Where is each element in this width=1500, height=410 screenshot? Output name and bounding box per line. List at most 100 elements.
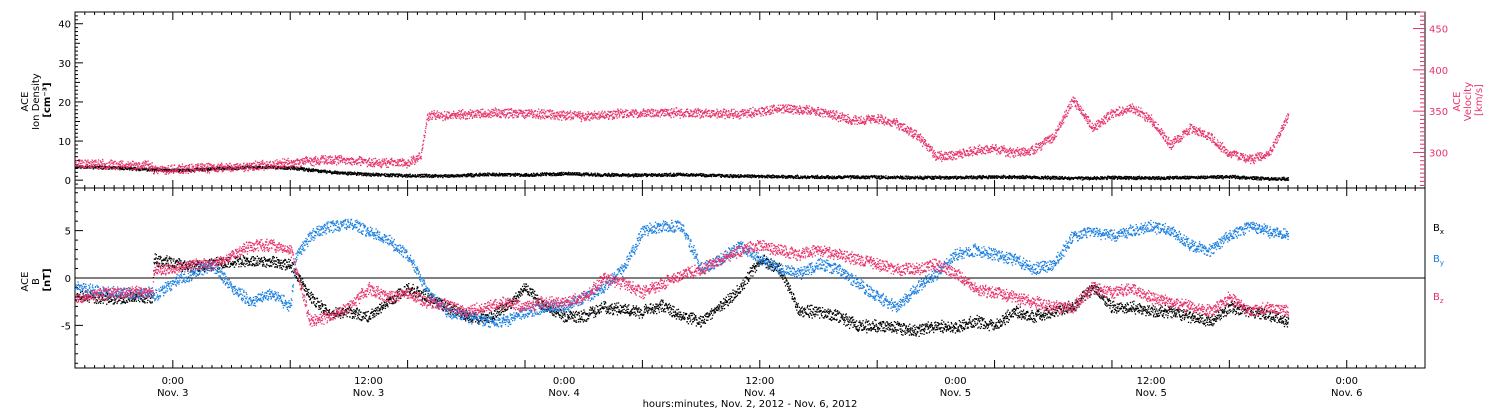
density-series-point [347, 173, 350, 176]
density-series-point [380, 175, 382, 177]
density-series-point [284, 168, 286, 170]
density-series-point [459, 176, 461, 178]
density-series-point [164, 169, 166, 171]
density-series-point [1001, 176, 1004, 178]
density-series-point [475, 172, 477, 175]
density-series-point [1287, 177, 1289, 179]
density-series-point [574, 172, 576, 174]
density-series-point [664, 173, 667, 175]
density-series-point [317, 169, 319, 171]
density-series-point [576, 172, 578, 175]
density-series-point [573, 173, 575, 176]
density-series-point [519, 175, 521, 177]
density-series-point [372, 173, 374, 176]
density-series-point [329, 169, 331, 172]
density-series-point [223, 168, 225, 170]
density-series-point [311, 169, 313, 172]
density-series-point [465, 174, 467, 176]
density-series-point [485, 173, 487, 175]
density-series-point [229, 166, 231, 168]
density-series-point [456, 173, 458, 176]
density-series-point [133, 166, 135, 169]
density-series-point [542, 174, 545, 176]
density-series-point [333, 172, 335, 174]
density-series-point [713, 175, 715, 177]
density-series-point [1045, 178, 1047, 180]
density-series-point [339, 173, 341, 175]
density-series-point [218, 167, 220, 170]
density-series-point [559, 172, 562, 174]
density-series-point [502, 175, 504, 177]
density-series-point [1158, 176, 1161, 178]
density-series-point [350, 173, 353, 175]
density-series-point [739, 176, 741, 179]
density-series-point [1160, 179, 1162, 181]
density-series-point [540, 174, 542, 177]
density-series-point [325, 171, 328, 173]
density-series-point [405, 174, 408, 177]
density-series-point [1106, 178, 1108, 180]
density-series-point [831, 175, 833, 177]
density-series-point [358, 174, 361, 176]
density-series-point [146, 170, 148, 172]
density-series-point [385, 175, 387, 177]
density-series-point [397, 176, 400, 178]
density-series-point [276, 167, 278, 169]
density-series-point [406, 174, 408, 176]
velocity-series-point [116, 162, 118, 164]
density-series-point [650, 175, 652, 177]
density-series-point [189, 170, 191, 172]
density-series-point [440, 174, 442, 176]
density-series-point [374, 174, 377, 177]
density-series-point [737, 174, 739, 176]
density-series-point [258, 167, 260, 169]
density-series-point [317, 170, 319, 173]
density-series-point [335, 170, 337, 173]
density-series-point [126, 168, 128, 170]
velocity-series-point [102, 158, 104, 161]
density-series-point [140, 169, 142, 172]
density-series-point [372, 172, 374, 174]
density-series-point [887, 178, 889, 180]
density-series-point [309, 168, 311, 170]
density-series-point [724, 174, 726, 176]
density-series-point [633, 175, 636, 177]
density-series-point [935, 175, 937, 178]
density-series-point [145, 167, 147, 169]
density-series-point [610, 174, 613, 177]
density-series-point [319, 170, 321, 172]
velocity-series-point [75, 159, 77, 162]
density-series-point [653, 173, 655, 175]
density-series-point [324, 171, 326, 173]
density-tick-label: 40 [58, 20, 71, 31]
density-series-point [403, 175, 405, 178]
density-series-point [377, 175, 379, 177]
density-series-point [807, 175, 809, 177]
density-series-point [469, 175, 471, 177]
density-series-point [325, 170, 327, 172]
density-series-point [228, 168, 230, 170]
density-series-point [666, 173, 668, 176]
density-series-point [621, 174, 623, 177]
density-series-point [330, 172, 332, 174]
density-series-point [667, 174, 670, 176]
density-series-point [527, 173, 529, 175]
density-series-point [467, 173, 469, 175]
density-series-point [470, 175, 472, 177]
density-series-point [266, 165, 268, 167]
density-series-point [660, 175, 662, 178]
velocity-series-point [119, 163, 121, 165]
density-series-point [626, 173, 628, 175]
density-series-point [292, 167, 294, 169]
density-series-point [1011, 177, 1014, 179]
density-series-point [336, 170, 338, 173]
density-series-point [615, 174, 617, 176]
velocity-series-point [77, 163, 80, 165]
density-series-point [1058, 175, 1060, 178]
density-series-point [287, 168, 289, 170]
density-series-point [750, 177, 753, 179]
density-series-point [559, 174, 561, 176]
velocity-series-point [121, 162, 123, 164]
velocity-series-point [127, 166, 129, 168]
density-series-point [731, 174, 733, 177]
